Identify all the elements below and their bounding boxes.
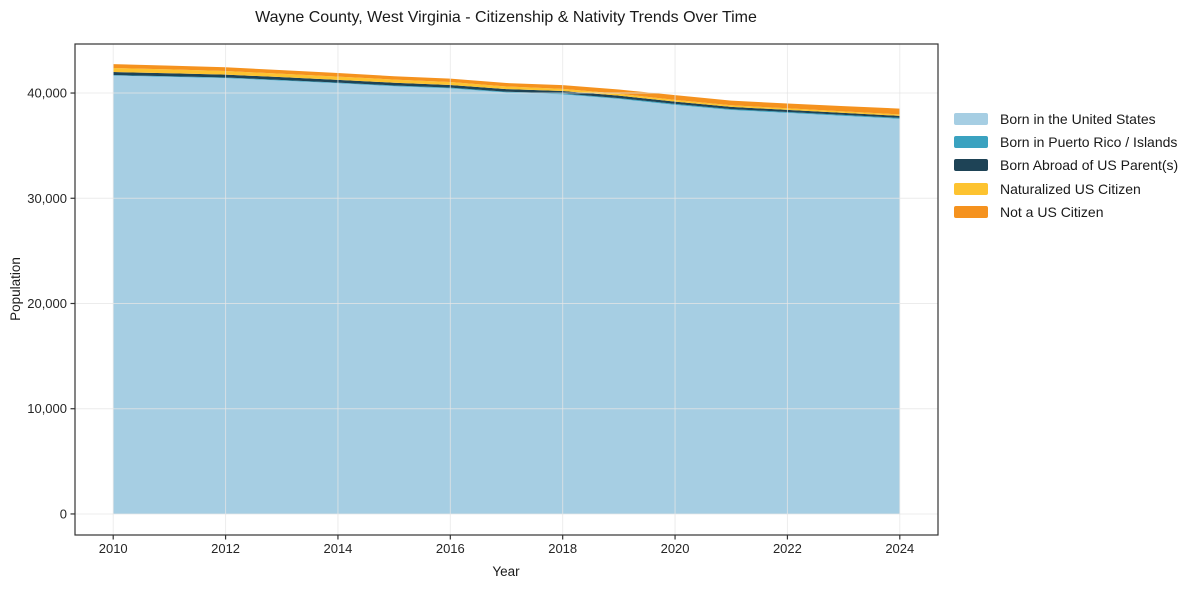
legend-item-3: Naturalized US Citizen xyxy=(954,177,1178,200)
area-series-4 xyxy=(113,64,900,115)
legend-item-1: Born in Puerto Rico / Islands xyxy=(954,130,1178,153)
legend-label: Born in the United States xyxy=(1000,110,1156,127)
area-series-2 xyxy=(113,71,900,118)
area-series-3 xyxy=(113,67,900,116)
x-tick-label: 2022 xyxy=(773,541,802,556)
legend-swatch xyxy=(954,159,988,172)
y-tick-label: 10,000 xyxy=(27,401,67,416)
legend-swatch xyxy=(954,112,988,125)
legend-item-0: Born in the United States xyxy=(954,107,1178,130)
x-tick-label: 2020 xyxy=(661,541,690,556)
x-tick-label: 2010 xyxy=(99,541,128,556)
area-series-0 xyxy=(113,75,900,514)
legend-swatch xyxy=(954,206,988,219)
y-tick-label: 0 xyxy=(60,506,67,521)
x-tick-label: 2014 xyxy=(323,541,352,556)
y-tick-label: 40,000 xyxy=(27,86,67,101)
legend-label: Born Abroad of US Parent(s) xyxy=(1000,157,1179,174)
legend-label: Naturalized US Citizen xyxy=(1000,180,1141,197)
legend-swatch xyxy=(954,136,988,149)
legend-item-2: Born Abroad of US Parent(s) xyxy=(954,154,1178,177)
legend-swatch xyxy=(954,182,988,195)
legend-label: Not a US Citizen xyxy=(1000,204,1104,221)
x-axis-label: Year xyxy=(492,564,520,579)
chart-title: Wayne County, West Virginia - Citizenshi… xyxy=(255,9,757,26)
y-axis-label: Population xyxy=(8,257,23,321)
x-tick-label: 2018 xyxy=(548,541,577,556)
y-tick-label: 30,000 xyxy=(27,191,67,206)
x-tick-label: 2012 xyxy=(211,541,240,556)
area-series-1 xyxy=(113,75,900,119)
x-tick-label: 2024 xyxy=(885,541,914,556)
legend: Born in the United States Born in Puerto … xyxy=(954,107,1178,224)
axes-spines xyxy=(74,43,939,536)
x-tick-label: 2016 xyxy=(436,541,465,556)
legend-label: Born in Puerto Rico / Islands xyxy=(1000,134,1178,151)
y-tick-label: 20,000 xyxy=(27,296,67,311)
legend-item-4: Not a US Citizen xyxy=(954,201,1178,224)
